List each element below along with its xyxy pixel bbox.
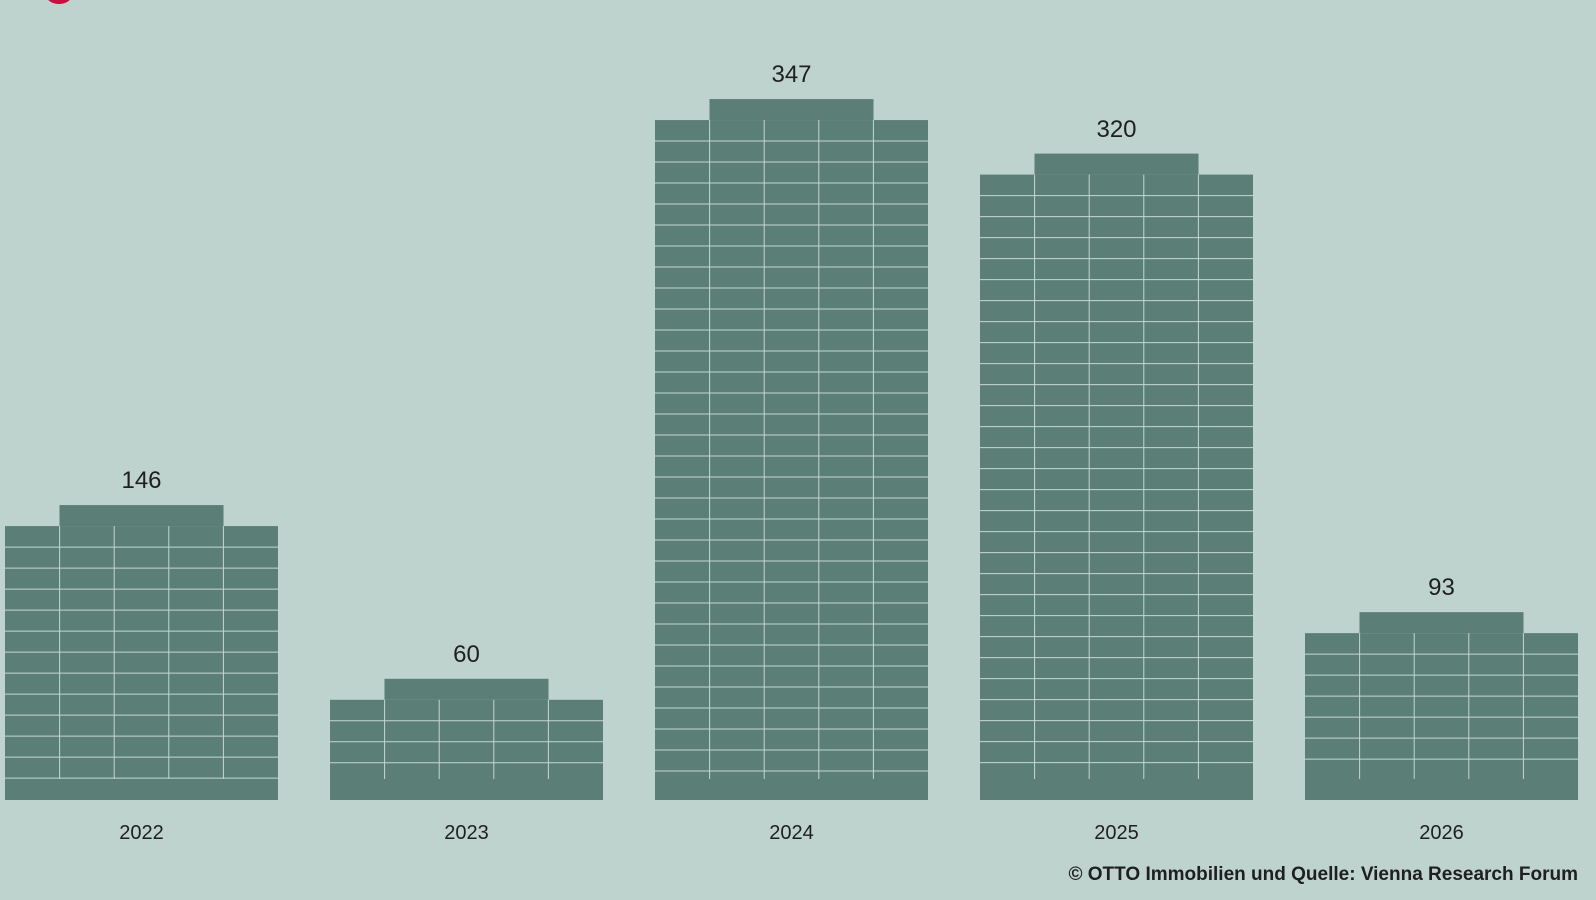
x-tick-2023: 2023 xyxy=(444,822,489,844)
bar-body xyxy=(1305,633,1578,800)
source-note: © OTTO Immobilien und Quelle: Vienna Res… xyxy=(1068,864,1578,885)
bar-body xyxy=(5,526,278,800)
bar-crown xyxy=(384,678,549,700)
x-tick-2022: 2022 xyxy=(119,822,164,844)
bar-crown xyxy=(59,505,224,527)
bar-body xyxy=(330,699,603,800)
bar-crown xyxy=(709,99,874,121)
bar-2022 xyxy=(5,505,278,800)
x-tick-2025: 2025 xyxy=(1094,822,1139,844)
data-label-2026: 93 xyxy=(1428,574,1455,602)
data-label-2023: 60 xyxy=(453,640,480,668)
data-label-2022: 146 xyxy=(121,467,162,495)
bar-2024 xyxy=(655,99,928,800)
bar-2026 xyxy=(1305,612,1578,800)
brand-logo-fragment xyxy=(44,0,74,4)
x-tick-2026: 2026 xyxy=(1419,822,1464,844)
bar-2023 xyxy=(330,678,603,800)
bar-2025 xyxy=(980,153,1253,801)
bar-body xyxy=(980,174,1253,801)
bar-crown xyxy=(1034,153,1199,175)
data-label-2025: 320 xyxy=(1096,115,1137,143)
bar-crown xyxy=(1359,612,1524,634)
x-tick-2024: 2024 xyxy=(769,822,814,844)
data-label-2024: 347 xyxy=(771,61,812,89)
bar-body xyxy=(655,120,928,800)
